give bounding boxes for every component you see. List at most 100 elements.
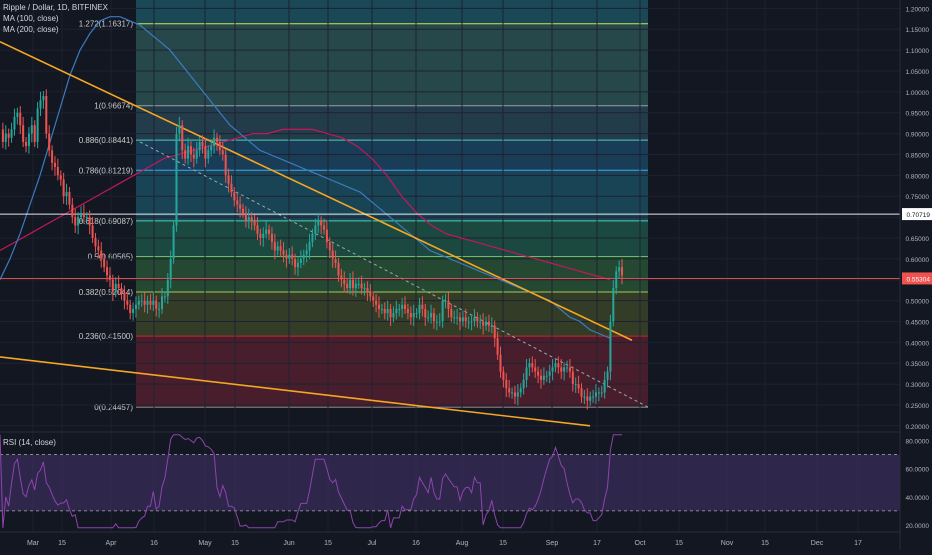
candle-body (392, 313, 395, 318)
candle (218, 135, 221, 156)
candle-body (59, 175, 62, 180)
candle (268, 224, 271, 241)
candle-body (117, 283, 120, 289)
candle-body (331, 250, 334, 259)
candle-body (609, 321, 612, 372)
symbol-title[interactable]: Ripple / Dollar, 1D, BITFINEX (3, 3, 108, 12)
candle-body (111, 279, 114, 293)
candle (557, 356, 560, 374)
candle (296, 256, 299, 276)
candle-body (594, 392, 597, 397)
candle-body (447, 300, 450, 309)
candle-body (360, 283, 363, 289)
candle-body (204, 146, 207, 159)
fib-level-label: 0.382(0.52044) (79, 288, 134, 297)
candle-body (453, 317, 456, 319)
candle (184, 143, 187, 164)
price-tick: 0.90000 (906, 132, 930, 139)
trendlines (0, 41, 900, 427)
candle-body (48, 133, 51, 151)
candle-body (430, 313, 433, 318)
candle (476, 312, 479, 328)
candle-body (45, 96, 48, 134)
ma100-line (0, 16, 611, 339)
candle (508, 379, 511, 398)
ma200-legend[interactable]: MA (200, close) (3, 25, 59, 34)
candle (166, 273, 169, 304)
candle-body (522, 379, 525, 389)
candle (349, 273, 352, 295)
candle-body (467, 321, 470, 323)
candle (1, 122, 4, 149)
candle (340, 268, 343, 288)
price-tag: 0.70719 (907, 212, 931, 219)
fib-band (136, 336, 648, 408)
rsi-legend[interactable]: RSI (14, close) (3, 438, 56, 447)
candle (351, 271, 354, 296)
candle (366, 281, 369, 301)
candle-body (221, 150, 224, 155)
candle (537, 366, 540, 384)
candle (132, 302, 135, 321)
candle-body (149, 300, 152, 305)
fib-level-label: 1.272(1.16317) (79, 20, 134, 29)
candle-body (27, 133, 30, 147)
candle (230, 175, 233, 198)
candle-body (372, 296, 375, 301)
candle (603, 371, 606, 399)
ma100-legend[interactable]: MA (100, close) (3, 14, 59, 23)
candle (51, 145, 54, 171)
candle-body (450, 308, 453, 318)
price-axis: 0.20000 0.25000 0.30000 0.35000 0.40000 0.450… (899, 0, 932, 550)
candle (299, 250, 302, 269)
candle-body (606, 371, 609, 380)
candle (175, 126, 178, 232)
candle (548, 364, 551, 384)
time-tick: Oct (635, 540, 646, 547)
candle (129, 299, 132, 320)
candle-body (91, 225, 94, 238)
candle (201, 135, 204, 154)
time-axis: Mar 15 Apr 16 May 15 Jun 15 Jul 16 Aug 15 Sep 17 Oct 15… (0, 531, 900, 547)
candle (100, 242, 103, 268)
candle (511, 387, 514, 399)
candle (68, 187, 71, 210)
candle-body (563, 367, 566, 372)
candle (53, 156, 56, 176)
candle (430, 304, 433, 324)
candle-body (294, 258, 297, 268)
candle-body (600, 392, 603, 394)
candle (438, 313, 441, 327)
candle-body (224, 154, 227, 176)
candle-body (215, 137, 218, 142)
candle (606, 366, 609, 388)
candle-body (545, 375, 548, 377)
candle (13, 108, 16, 136)
candle (528, 358, 531, 377)
candle-body (534, 367, 537, 372)
candle (314, 218, 317, 241)
candle-body (230, 183, 233, 193)
candle-body (288, 254, 291, 259)
candle (372, 291, 375, 307)
candle (404, 296, 407, 314)
candle (10, 122, 13, 143)
candle-body (377, 304, 380, 309)
candle-body (187, 146, 190, 159)
candle-body (493, 325, 496, 339)
candle (539, 369, 543, 389)
candle (450, 303, 453, 323)
candle-body (163, 296, 166, 298)
candle (265, 221, 268, 239)
candle (39, 91, 42, 117)
candle (221, 141, 224, 161)
candle (106, 260, 109, 282)
time-tick: 15 (675, 540, 683, 547)
candle (398, 303, 401, 317)
candle (375, 293, 378, 313)
time-tick: Sep (546, 540, 559, 547)
candle (563, 362, 566, 381)
candle-body (282, 250, 285, 255)
